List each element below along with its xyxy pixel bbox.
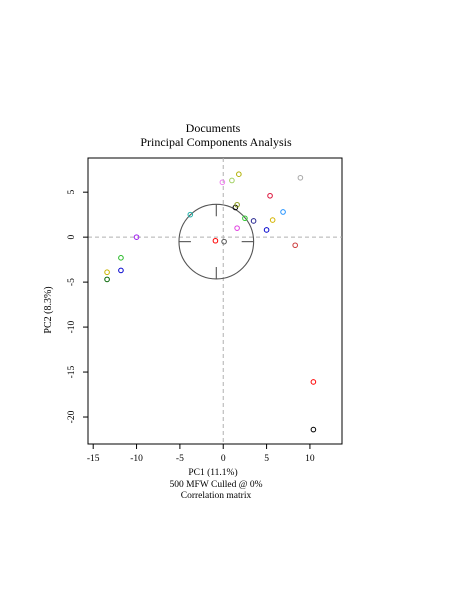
y-tick-label-2: -5: [67, 278, 77, 286]
x-tick-label-3: 0: [221, 454, 226, 464]
caption-mfw: 500 MFW Culled @ 0%: [169, 480, 262, 490]
data-point-2: [118, 255, 124, 261]
data-point-11: [234, 201, 240, 208]
y-tick-label-0: 5: [67, 190, 77, 195]
data-point-13: [236, 171, 242, 177]
x-tick-label-2: -5: [176, 454, 184, 464]
data-point-16: [263, 227, 270, 233]
chart-title: Documents: [186, 121, 241, 135]
data-point-8: [221, 238, 227, 245]
data-points: [104, 171, 317, 433]
data-point-0: [104, 269, 110, 276]
y-tick-label-5: -20: [67, 410, 77, 423]
y-tick-label-4: -15: [67, 365, 77, 378]
data-point-18: [269, 217, 276, 223]
x-tick-label-0: -15: [87, 454, 100, 464]
data-point-22: [310, 379, 317, 385]
y-tick-label-1: 0: [67, 235, 77, 240]
data-point-12: [234, 225, 240, 231]
correlation-circle: [178, 203, 255, 280]
y-axis-label: PC2 (8.3%): [43, 286, 54, 333]
data-point-23: [310, 426, 317, 433]
x-tick-label-1: -10: [130, 454, 143, 464]
x-tick-label-5: 10: [305, 454, 315, 464]
caption-matrix: Correlation matrix: [181, 491, 252, 501]
data-point-17: [267, 192, 273, 199]
y-tick-label-3: -10: [67, 321, 77, 334]
data-point-9: [229, 177, 235, 184]
data-point-5: [187, 211, 194, 218]
data-point-19: [280, 209, 286, 215]
plot-frame: [87, 157, 343, 445]
data-point-6: [212, 237, 219, 244]
x-axis-label: PC1 (11.1%): [188, 467, 237, 478]
data-point-15: [250, 218, 257, 224]
x-tick-label-4: 5: [264, 454, 269, 464]
data-point-4: [133, 234, 140, 240]
data-point-14: [242, 215, 248, 222]
x-axis: -15 -10 -5 0 5 10: [87, 443, 315, 464]
reference-lines: [88, 158, 342, 444]
chart-subtitle: Principal Components Analysis: [140, 135, 292, 149]
data-point-20: [292, 242, 298, 249]
y-axis: 5 0 -5 -10 -15 -20: [67, 190, 89, 423]
data-point-3: [118, 267, 124, 274]
data-point-1: [104, 276, 110, 283]
data-point-7: [219, 179, 226, 186]
data-point-21: [297, 174, 304, 181]
